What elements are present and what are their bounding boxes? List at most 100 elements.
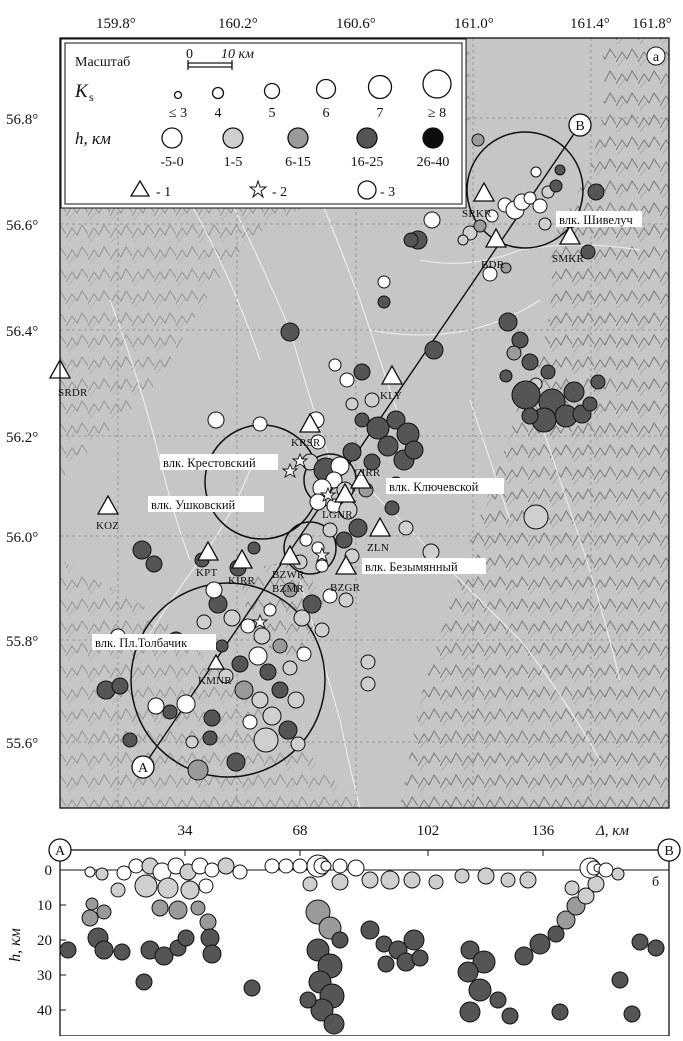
map-event bbox=[272, 638, 288, 654]
panel-letter: б bbox=[652, 875, 659, 890]
map-event bbox=[563, 381, 585, 403]
map-event bbox=[310, 434, 326, 450]
map-event bbox=[187, 759, 209, 781]
label-box bbox=[556, 211, 642, 227]
section-event bbox=[323, 1013, 345, 1035]
map-event bbox=[205, 581, 223, 599]
lat-tick: 55.6° bbox=[6, 736, 38, 752]
map-event bbox=[328, 358, 342, 372]
section-event bbox=[177, 929, 195, 947]
section-event bbox=[168, 900, 188, 920]
map-event bbox=[532, 198, 548, 214]
section-event bbox=[113, 943, 131, 961]
lat-tick: 56.4° bbox=[6, 324, 38, 340]
station-label: BDR bbox=[481, 259, 505, 271]
relief-southwest bbox=[60, 560, 360, 808]
map-event bbox=[530, 166, 542, 178]
ks-circle bbox=[173, 90, 183, 100]
section-event bbox=[96, 904, 112, 920]
section-event bbox=[110, 882, 126, 898]
ks-subscript: s bbox=[89, 90, 94, 104]
section-event bbox=[361, 871, 379, 889]
section-x-tick: 136 bbox=[532, 823, 555, 839]
section-event bbox=[611, 867, 625, 881]
section-panel: 34 68 102 136 Δ, км 0 10 20 30 40 h, км bbox=[7, 823, 681, 1037]
map-event bbox=[234, 680, 254, 700]
ks-value: 5 bbox=[269, 106, 276, 121]
map-event bbox=[471, 133, 485, 147]
section-end-b: B bbox=[657, 838, 681, 862]
triangle-icon bbox=[334, 554, 358, 575]
lon-tick: 160.2° bbox=[218, 16, 258, 32]
section-end-label: A bbox=[55, 844, 66, 859]
map-event bbox=[218, 668, 234, 684]
ks-value: ≤ 3 bbox=[169, 106, 187, 121]
map-event bbox=[500, 262, 512, 274]
map-event bbox=[511, 331, 529, 349]
ks-circle bbox=[422, 69, 452, 99]
depth-class-label: 26-40 bbox=[417, 155, 450, 170]
section-end-a: A bbox=[48, 838, 72, 862]
triangle-icon bbox=[472, 181, 496, 202]
section-y-tick: 30 bbox=[37, 968, 52, 984]
section-event bbox=[454, 868, 470, 884]
section-earthquakes bbox=[59, 854, 665, 1035]
circle-icon bbox=[357, 180, 377, 200]
map-event bbox=[582, 396, 598, 412]
map-event bbox=[538, 217, 552, 231]
section-event bbox=[472, 950, 496, 974]
map-event bbox=[377, 275, 391, 289]
section-event bbox=[157, 877, 179, 899]
map-event bbox=[342, 442, 362, 462]
map-event bbox=[145, 555, 163, 573]
depth-class-label: -5-0 bbox=[160, 155, 183, 170]
map-event bbox=[207, 411, 225, 429]
station-label: KPT bbox=[196, 567, 217, 579]
map-event bbox=[335, 531, 353, 549]
map-event bbox=[253, 627, 271, 645]
depth-class-label: 1-5 bbox=[224, 155, 243, 170]
map-event bbox=[521, 407, 539, 425]
ks-value: 6 bbox=[323, 106, 330, 121]
section-event bbox=[134, 874, 158, 898]
map-event bbox=[293, 609, 311, 627]
map-event bbox=[499, 369, 513, 383]
volcano-label: влк. Шивелуч bbox=[559, 213, 633, 227]
lon-tick: 161.4° bbox=[570, 16, 610, 32]
map-event bbox=[263, 603, 277, 617]
triangle-icon bbox=[278, 544, 302, 565]
symbol-label: - 1 bbox=[156, 185, 171, 200]
section-event bbox=[94, 940, 114, 960]
label-box bbox=[386, 478, 504, 494]
map-event bbox=[147, 697, 165, 715]
map-event bbox=[282, 660, 298, 676]
section-event bbox=[180, 880, 200, 900]
section-event bbox=[59, 941, 77, 959]
map-event bbox=[498, 312, 518, 332]
map-event bbox=[457, 234, 469, 246]
triangle-icon bbox=[206, 653, 226, 670]
section-event bbox=[477, 867, 495, 885]
panel-letter-a: а bbox=[646, 46, 666, 66]
section-event bbox=[190, 900, 206, 916]
section-event bbox=[310, 998, 334, 1022]
station-label: LGNR bbox=[322, 509, 353, 521]
map-event bbox=[348, 518, 368, 538]
map-event bbox=[540, 364, 556, 380]
scale-label: Масштаб bbox=[75, 55, 130, 70]
star-icon bbox=[291, 452, 309, 469]
section-y-tick: 10 bbox=[37, 898, 52, 914]
section-event bbox=[128, 858, 144, 874]
section-event bbox=[305, 899, 331, 925]
map-event bbox=[384, 500, 400, 516]
lon-tick: 161.8° bbox=[632, 16, 672, 32]
map-event bbox=[363, 453, 381, 471]
section-event bbox=[564, 880, 580, 896]
map-event bbox=[162, 704, 178, 720]
map-event bbox=[364, 392, 380, 408]
section-event bbox=[460, 940, 480, 960]
profile-end-b: B bbox=[568, 113, 592, 137]
map-event bbox=[473, 219, 487, 233]
map-event bbox=[482, 266, 498, 282]
map-event bbox=[549, 179, 563, 193]
